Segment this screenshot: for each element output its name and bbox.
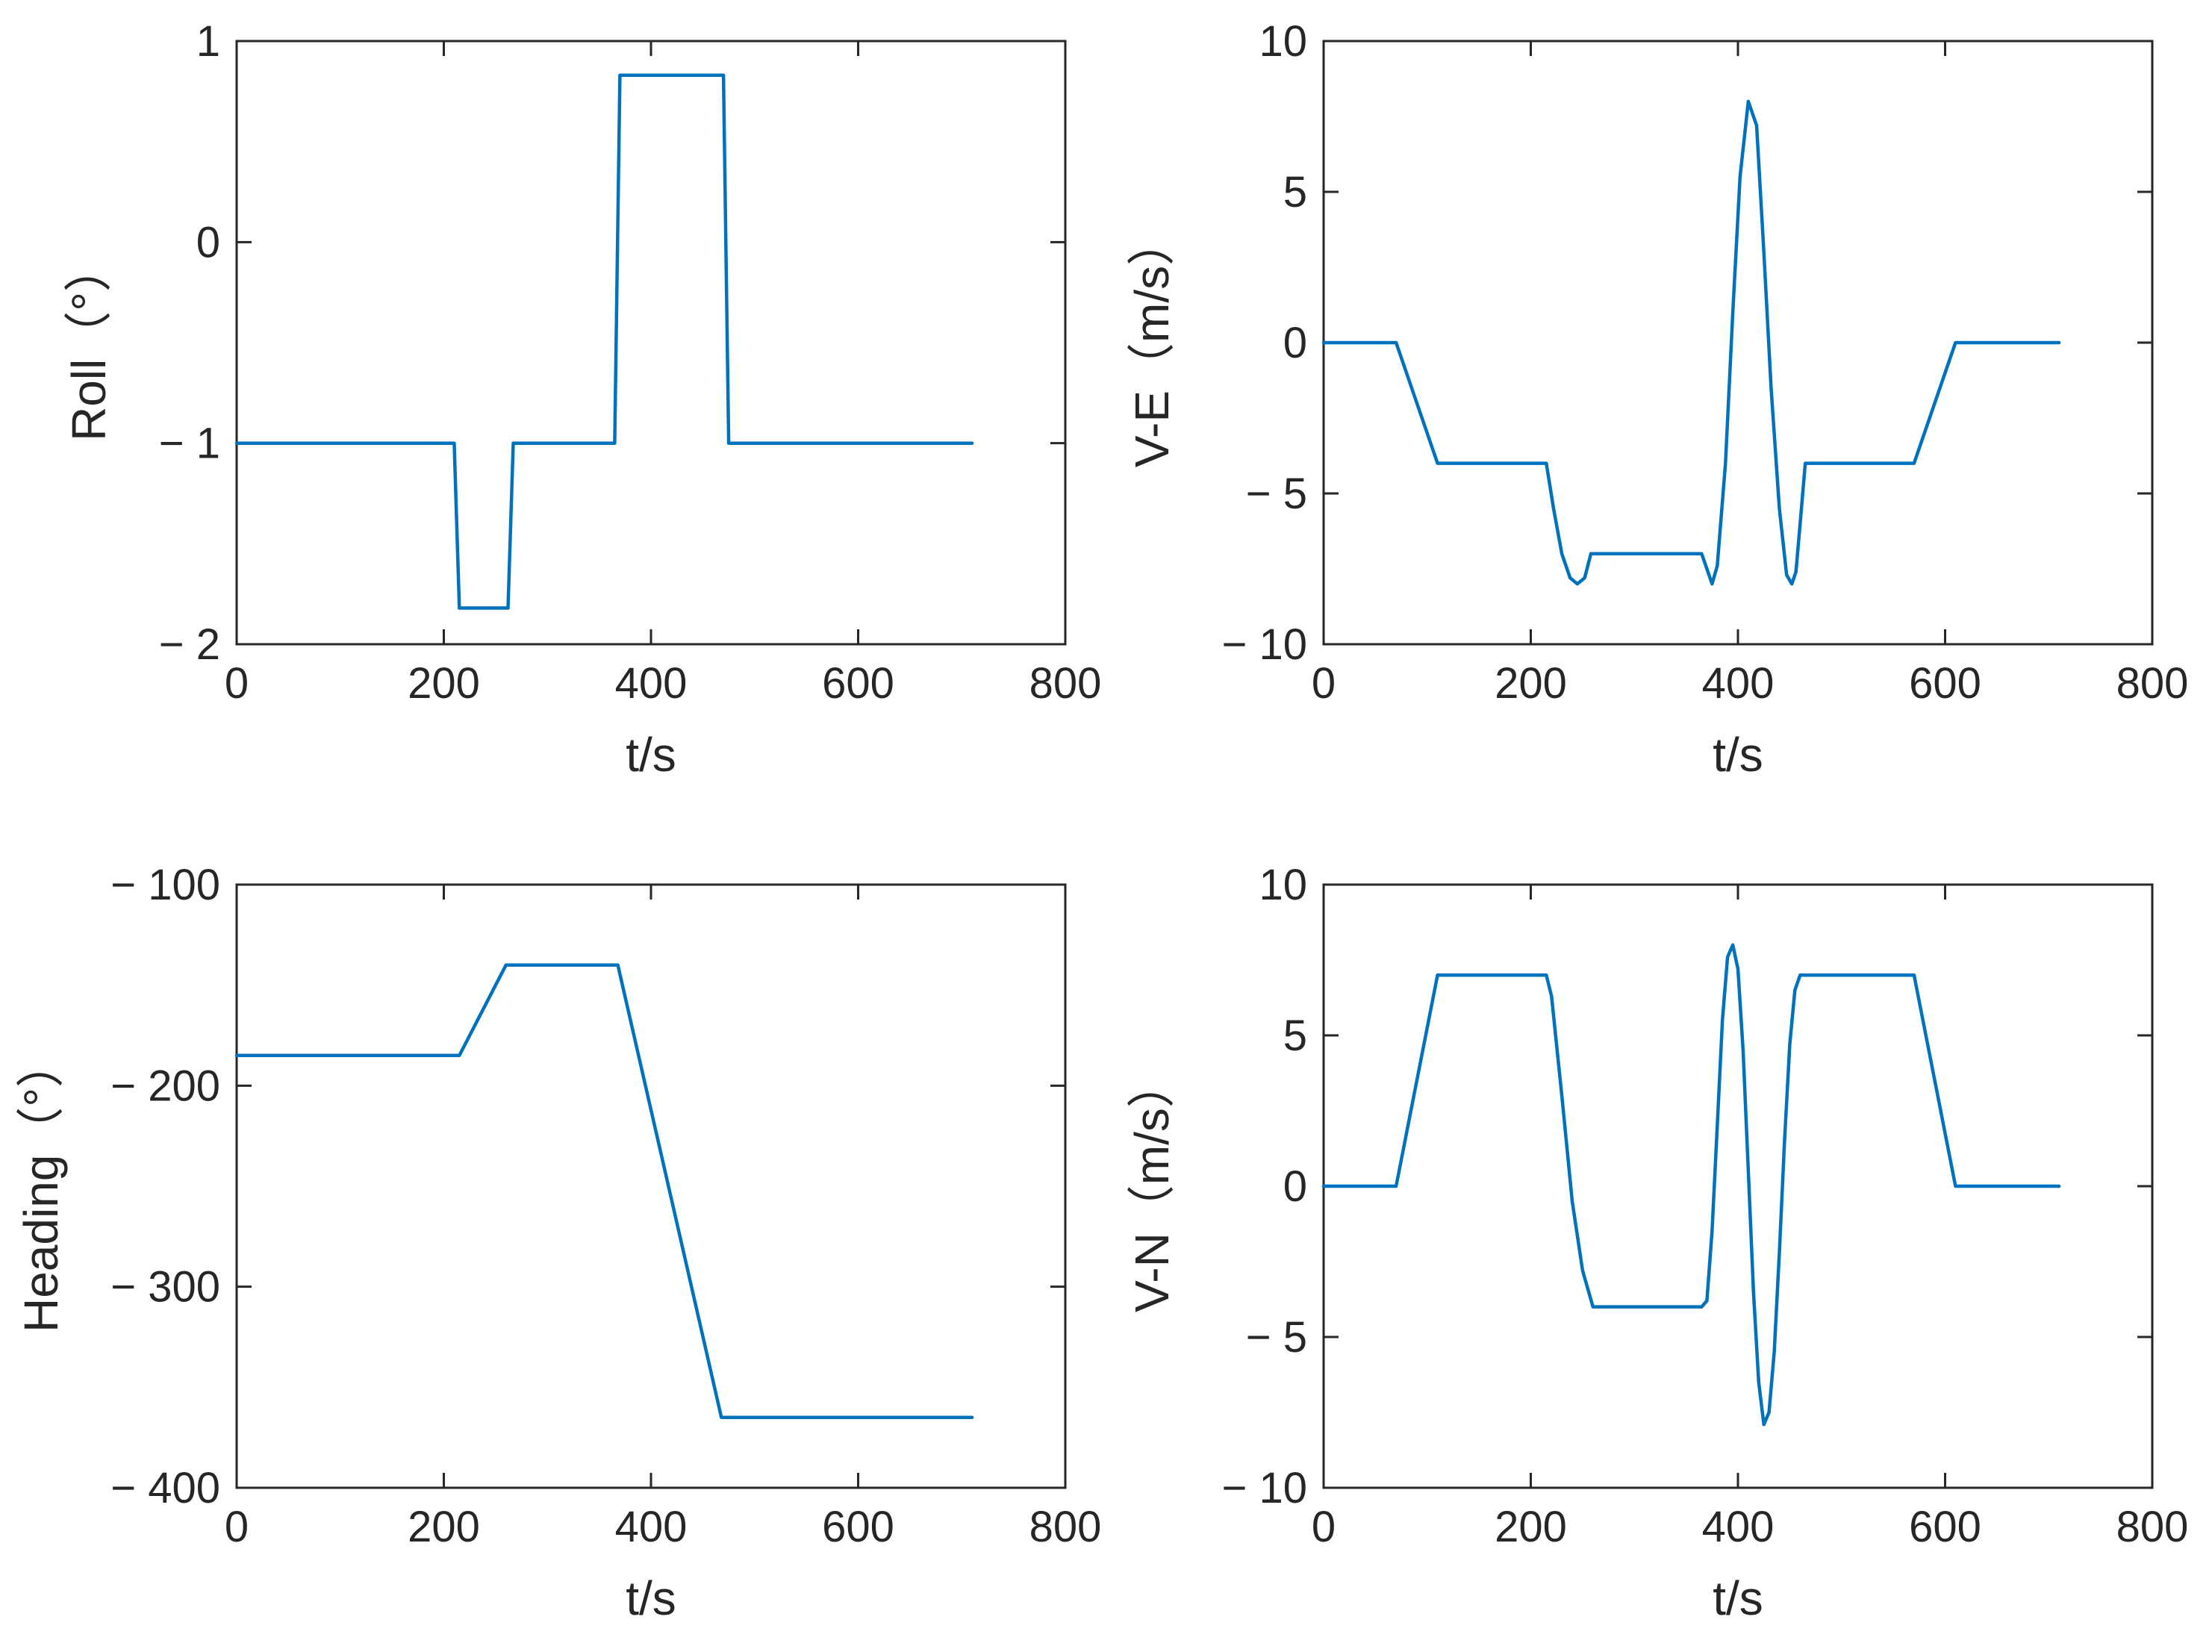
series-line-heading (234, 963, 974, 1419)
y-tick-label: − 400 (110, 1464, 220, 1512)
x-tick-label: 400 (1702, 1503, 1775, 1551)
y-tick-label: − 300 (110, 1263, 220, 1312)
x-tick-label: 0 (225, 1503, 249, 1551)
x-tick-label: 200 (408, 659, 480, 708)
x-tick-label: 200 (408, 1503, 480, 1551)
x-tick-label: 800 (1029, 1503, 1102, 1551)
x-tick-label: 600 (822, 659, 894, 708)
y-tick-label: 0 (1283, 319, 1307, 367)
plot-frame (235, 40, 1067, 646)
y-tick-label: − 2 (159, 620, 220, 669)
y-tick-label: − 10 (1222, 620, 1308, 669)
x-tick-label: 800 (2116, 659, 2189, 708)
x-tick-label: 800 (1029, 659, 1102, 708)
x-tick-label: 400 (615, 1503, 688, 1551)
y-tick-label: − 100 (110, 861, 220, 909)
y-tick-label: 0 (196, 218, 220, 266)
x-tick-label: 200 (1495, 659, 1567, 708)
y-tick-label: 10 (1259, 861, 1307, 909)
x-tick-label: 0 (1312, 659, 1336, 708)
x-tick-label: 600 (822, 1503, 894, 1551)
x-axis-label: t/s (626, 1571, 676, 1625)
series-line-roll (234, 73, 974, 610)
y-tick-label: 5 (1283, 1012, 1307, 1060)
chart-roll: 0 200 400 600 800 1 0 − 1 − 2 t/s Roll（°） (62, 17, 1101, 782)
y-tick-label: 1 (196, 17, 220, 66)
y-axis-label: Heading（°） (14, 1040, 68, 1332)
chart-heading: 0 200 400 600 800 − 100 − 200 − 300 − 400 t/s Head… (14, 861, 1101, 1625)
y-axis-label: V-E（m/s） (1125, 218, 1179, 467)
chart-vn: 0 200 400 600 800 10 5 0 − 5 − 10 t/s V-N（m/s） (1125, 861, 2188, 1625)
y-tick-label: − 5 (1246, 1313, 1307, 1362)
y-tick-label: 5 (1283, 168, 1307, 216)
y-tick-label: − 1 (159, 420, 220, 468)
y-axis-label: Roll（°） (62, 244, 116, 441)
plot-frame (235, 883, 1067, 1489)
x-tick-label: 400 (615, 659, 688, 708)
x-tick-label: 200 (1495, 1503, 1567, 1551)
y-tick-label: − 200 (110, 1062, 220, 1110)
y-tick-label: − 10 (1222, 1464, 1308, 1512)
x-axis-label: t/s (626, 728, 676, 782)
x-tick-label: 0 (225, 659, 249, 708)
x-tick-label: 600 (1909, 1503, 1981, 1551)
chart-ve: 0 200 400 600 800 10 5 0 − 5 − 10 t/s V-E（m/s） (1125, 17, 2188, 782)
x-axis-label: t/s (1713, 1571, 1763, 1625)
y-tick-label: 0 (1283, 1162, 1307, 1211)
y-axis-label: V-N（m/s） (1125, 1060, 1179, 1312)
x-tick-label: 400 (1702, 659, 1775, 708)
x-tick-label: 0 (1312, 1503, 1336, 1551)
series-line-v-e (1321, 99, 2061, 586)
y-tick-label: 10 (1259, 17, 1307, 66)
x-tick-label: 600 (1909, 659, 1981, 708)
y-tick-label: − 5 (1246, 470, 1307, 518)
series-line-v-n (1321, 943, 2061, 1427)
x-axis-label: t/s (1713, 728, 1763, 782)
x-tick-label: 800 (2116, 1503, 2189, 1551)
